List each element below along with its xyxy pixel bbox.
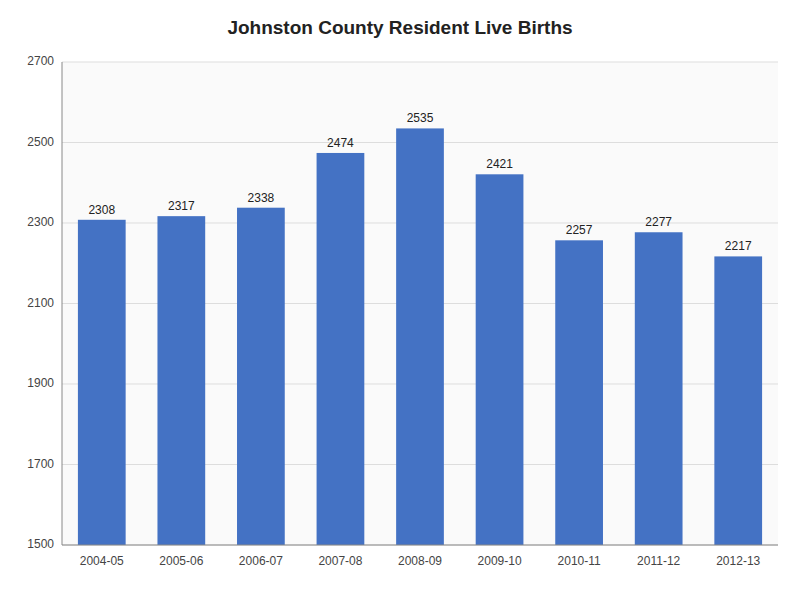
x-tick-label: 2008-09 — [398, 554, 442, 568]
bars — [78, 128, 762, 545]
x-tick-label: 2010-11 — [558, 554, 601, 568]
x-tick-label: 2005-06 — [159, 554, 203, 568]
x-tick-label: 2009-10 — [478, 554, 522, 568]
data-label: 2338 — [248, 191, 275, 205]
bar — [237, 208, 285, 545]
x-tick-label: 2012-13 — [716, 554, 760, 568]
chart: 1500 1700 1900 2100 2300 2500 2700 2004-05 2005-… — [0, 0, 800, 593]
data-label: 2217 — [725, 239, 752, 253]
y-tick-label: 2300 — [27, 215, 54, 229]
y-tick-label: 2700 — [27, 54, 54, 68]
y-tick-label: 1500 — [27, 537, 54, 551]
x-tick-label: 2011-12 — [637, 554, 680, 568]
data-label: 2421 — [486, 157, 513, 171]
data-labels: 2308 2317 2338 2474 2535 2421 2257 2277 2217 — [88, 111, 751, 253]
x-axis: 2004-05 2005-06 2006-07 2007-08 2008-09 2009-… — [80, 554, 761, 568]
bar — [476, 174, 524, 545]
y-axis-line — [62, 62, 63, 545]
x-axis-line — [62, 545, 778, 546]
data-label: 2257 — [566, 223, 593, 237]
axes — [62, 62, 778, 545]
bar — [317, 153, 365, 545]
bar — [157, 216, 205, 545]
data-label: 2474 — [327, 136, 354, 150]
bar — [714, 256, 762, 545]
title: Johnston County Resident Live Births — [227, 17, 572, 38]
plot-area — [62, 62, 778, 545]
data-label: 2308 — [88, 203, 115, 217]
y-tick-label: 1700 — [27, 457, 54, 471]
data-label: 2277 — [645, 215, 672, 229]
data-label: 2317 — [168, 199, 195, 213]
bar — [555, 240, 603, 545]
chart-container: 1500 1700 1900 2100 2300 2500 2700 2004-05 2005-… — [0, 0, 800, 593]
grid-line — [62, 62, 778, 63]
y-axis: 1500 1700 1900 2100 2300 2500 2700 — [27, 54, 778, 551]
grid-line — [62, 545, 778, 546]
y-tick-label: 1900 — [27, 376, 54, 390]
y-tick-label: 2500 — [27, 135, 54, 149]
data-label: 2535 — [407, 111, 434, 125]
y-tick-label: 2100 — [27, 296, 54, 310]
x-tick-label: 2006-07 — [239, 554, 283, 568]
x-tick-label: 2004-05 — [80, 554, 124, 568]
x-tick-label: 2007-08 — [318, 554, 362, 568]
bar — [635, 232, 683, 545]
bar — [78, 220, 126, 545]
bar — [396, 128, 444, 545]
